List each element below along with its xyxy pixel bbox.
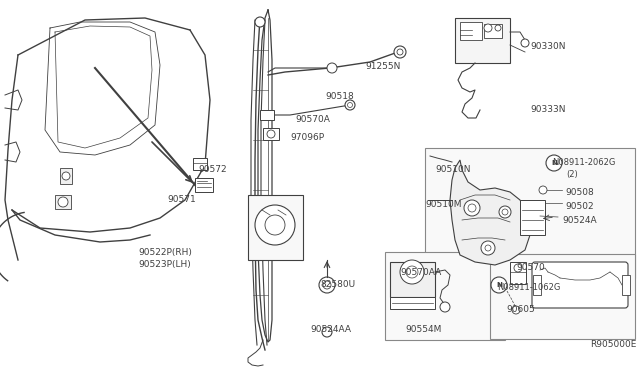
Text: 90333N: 90333N <box>530 105 566 114</box>
Bar <box>390 262 435 297</box>
Text: R905000E: R905000E <box>590 340 636 349</box>
Text: 90572: 90572 <box>198 165 227 174</box>
Circle shape <box>484 24 492 32</box>
Polygon shape <box>450 160 530 265</box>
Circle shape <box>406 266 418 278</box>
Circle shape <box>468 204 476 212</box>
Text: 90524AA: 90524AA <box>310 325 351 334</box>
Circle shape <box>514 264 522 272</box>
Text: N: N <box>496 282 502 288</box>
Circle shape <box>322 327 332 337</box>
Circle shape <box>440 302 450 312</box>
Text: 90571: 90571 <box>167 195 196 204</box>
Circle shape <box>499 206 511 218</box>
Text: 97096P: 97096P <box>290 133 324 142</box>
Circle shape <box>394 46 406 58</box>
Bar <box>193 158 207 170</box>
Text: 90518: 90518 <box>325 92 354 101</box>
Circle shape <box>265 215 285 235</box>
Bar <box>520 200 545 235</box>
Text: 90522P(RH): 90522P(RH) <box>138 248 192 257</box>
Bar <box>533 275 541 295</box>
Bar <box>510 262 526 284</box>
Circle shape <box>348 103 353 108</box>
Bar <box>622 275 630 295</box>
Text: 90523P(LH): 90523P(LH) <box>138 260 191 269</box>
Text: N: N <box>551 160 557 166</box>
Circle shape <box>255 205 295 245</box>
Text: 90605: 90605 <box>506 305 535 314</box>
FancyBboxPatch shape <box>532 262 628 308</box>
Bar <box>385 252 505 340</box>
Circle shape <box>319 277 335 293</box>
Circle shape <box>495 25 501 31</box>
Circle shape <box>397 49 403 55</box>
Circle shape <box>502 209 508 215</box>
Circle shape <box>327 63 337 73</box>
Text: 90510M: 90510M <box>425 200 461 209</box>
Bar <box>490 254 635 339</box>
Bar <box>248 195 303 260</box>
Bar <box>455 18 510 63</box>
Text: (2): (2) <box>566 170 578 179</box>
Circle shape <box>539 186 547 194</box>
Circle shape <box>464 200 480 216</box>
Text: 90510N: 90510N <box>435 165 470 174</box>
Text: N08911-2062G: N08911-2062G <box>552 158 616 167</box>
Circle shape <box>323 281 331 289</box>
Text: 90570AA: 90570AA <box>400 268 441 277</box>
Text: 90330N: 90330N <box>530 42 566 51</box>
Bar <box>263 128 279 140</box>
Text: 90502: 90502 <box>565 202 594 211</box>
Circle shape <box>58 197 68 207</box>
Circle shape <box>267 130 275 138</box>
Circle shape <box>491 277 507 293</box>
Bar <box>260 110 274 120</box>
Bar <box>195 178 213 192</box>
Circle shape <box>345 100 355 110</box>
Bar <box>484 24 502 38</box>
Circle shape <box>255 17 265 27</box>
Text: 90508: 90508 <box>565 188 594 197</box>
Circle shape <box>521 39 529 47</box>
Text: N08911-1062G: N08911-1062G <box>497 283 561 292</box>
Bar <box>390 297 435 309</box>
Text: 90570A: 90570A <box>295 115 330 124</box>
Circle shape <box>485 245 491 251</box>
Bar <box>60 168 72 184</box>
Bar <box>425 148 635 278</box>
Circle shape <box>62 172 70 180</box>
Text: 90570: 90570 <box>516 263 545 272</box>
Circle shape <box>546 155 562 171</box>
Bar <box>460 22 482 40</box>
Circle shape <box>481 241 495 255</box>
Text: 90554M: 90554M <box>405 325 442 334</box>
Text: 90524A: 90524A <box>562 216 596 225</box>
Text: 82580U: 82580U <box>320 280 355 289</box>
Circle shape <box>400 260 424 284</box>
Text: 91255N: 91255N <box>365 62 401 71</box>
Bar <box>55 195 71 209</box>
Circle shape <box>512 306 520 314</box>
